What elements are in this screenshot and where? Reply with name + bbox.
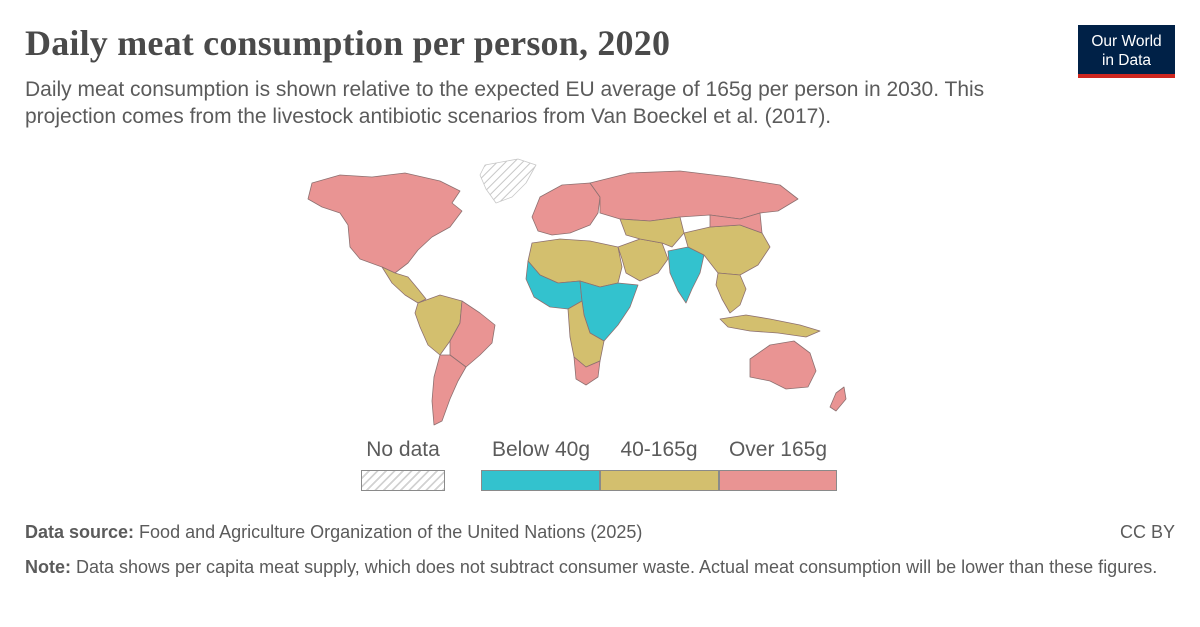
logo-line-2: in Data [1101,52,1152,69]
map-region-central-america[interactable] [381,266,427,304]
legend-swatch-mid[interactable] [600,470,719,491]
note-label: Note: [25,557,71,577]
map-region-indonesia[interactable] [719,314,821,338]
legend-label-nodata: No data [366,438,440,461]
chart-title: Daily meat consumption per person, 2020 [25,23,671,63]
map-region-new-zealand[interactable] [829,386,847,412]
map-region-north-america[interactable] [307,172,463,274]
legend-label-below: Below 40g [491,438,591,461]
world-map[interactable] [300,155,855,430]
map-region-brazil[interactable] [449,300,496,368]
map-region-middle-east[interactable] [617,238,669,282]
map-region-southern-africa[interactable] [567,300,605,368]
logo-line-1: Our World [1091,33,1162,50]
data-source: Data source: Food and Agriculture Organi… [25,522,642,543]
map-region-mongolia[interactable] [709,212,763,234]
map-region-india[interactable] [667,246,705,304]
map-region-southern-cone[interactable] [431,354,467,426]
map-region-greenland[interactable] [479,158,537,204]
legend-swatch-nodata[interactable] [361,470,445,491]
map-region-south-africa[interactable] [573,356,601,386]
note-text: Data shows per capita meat supply, which… [71,557,1158,577]
legend-swatch-over[interactable] [719,470,837,491]
data-source-label: Data source: [25,522,135,542]
data-source-text[interactable]: Food and Agriculture Organization of the… [134,522,643,542]
map-region-europe[interactable] [531,182,601,236]
map-region-southeast-asia[interactable] [715,272,747,314]
owid-logo[interactable]: Our World in Data [1078,25,1175,78]
license-link[interactable]: CC BY [1119,522,1175,542]
chart-subtitle: Daily meat consumption is shown relative… [25,78,985,128]
map-region-central-asia[interactable] [619,216,685,248]
map-region-russia[interactable] [589,170,799,222]
legend-label-over: Over 165g [728,438,828,461]
legend-swatch-below[interactable] [481,470,600,491]
chart-note: Note: Data shows per capita meat supply,… [25,555,1175,579]
legend-label-mid: 40-165g [620,438,698,461]
map-region-australia[interactable] [749,340,817,390]
